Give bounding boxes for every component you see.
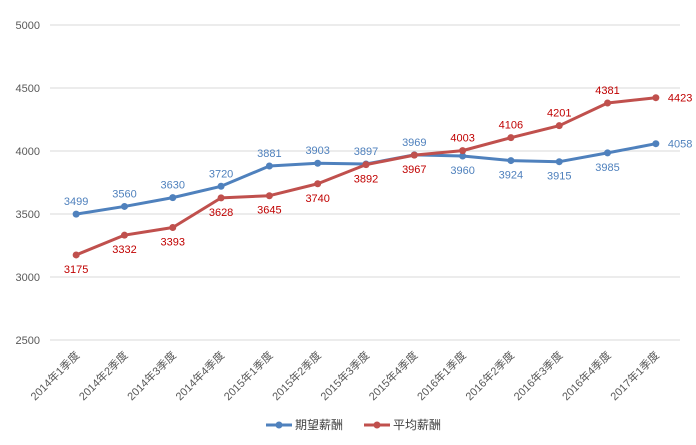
data-point — [72, 251, 80, 259]
data-point — [169, 194, 177, 202]
data-label: 3645 — [257, 205, 281, 217]
data-label: 4423 — [668, 93, 692, 105]
series-lines — [72, 94, 660, 259]
data-label: 3720 — [209, 168, 233, 180]
data-point — [265, 192, 273, 200]
y-tick-label: 4500 — [16, 83, 40, 95]
data-label: 3740 — [305, 193, 329, 205]
data-label: 4003 — [450, 133, 474, 145]
data-label: 3332 — [112, 244, 136, 256]
x-tick-label: 2016年2季度 — [462, 348, 517, 403]
legend-item: 平均薪酬 — [364, 418, 441, 432]
x-tick-label: 2015年1季度 — [221, 348, 276, 403]
x-tick-label: 2015年4季度 — [366, 348, 421, 403]
data-label: 3967 — [402, 164, 426, 176]
data-label: 4381 — [595, 85, 619, 97]
legend-label: 平均薪酬 — [393, 418, 441, 432]
data-point — [265, 162, 273, 170]
legend-item: 期望薪酬 — [266, 418, 343, 432]
data-label: 4106 — [499, 120, 523, 132]
data-point — [362, 161, 370, 169]
y-tick-label: 3000 — [16, 272, 40, 284]
data-label: 4201 — [547, 108, 571, 120]
data-label: 3960 — [450, 165, 474, 177]
data-label: 3881 — [257, 148, 281, 160]
data-label: 3560 — [112, 188, 136, 200]
data-point — [652, 94, 660, 102]
data-point — [217, 182, 225, 190]
data-point — [410, 151, 418, 159]
data-point — [169, 223, 177, 231]
x-axis-ticks: 2014年1季度2014年2季度2014年3季度2014年4季度2015年1季度… — [27, 348, 662, 403]
data-point — [652, 140, 660, 148]
x-tick-label: 2016年3季度 — [510, 348, 565, 403]
data-point — [217, 194, 225, 202]
data-point — [604, 99, 612, 107]
x-tick-label: 2015年2季度 — [269, 348, 324, 403]
data-label: 3628 — [209, 207, 233, 219]
y-tick-label: 4000 — [16, 146, 40, 158]
data-label: 3915 — [547, 171, 571, 183]
x-tick-label: 2016年4季度 — [559, 348, 614, 403]
x-tick-label: 2014年3季度 — [124, 348, 179, 403]
legend-marker — [275, 421, 283, 429]
data-label: 4058 — [668, 139, 692, 151]
data-label: 3499 — [64, 196, 88, 208]
data-point — [555, 158, 563, 166]
y-axis-ticks: 2500 3000 3500 4000 4500 5000 — [16, 20, 40, 347]
data-point — [72, 210, 80, 218]
legend-marker — [373, 421, 381, 429]
data-point — [314, 180, 322, 188]
x-tick-label: 2014年4季度 — [172, 348, 227, 403]
data-point — [314, 159, 322, 167]
data-point — [120, 231, 128, 239]
y-tick-label: 3500 — [16, 209, 40, 221]
y-tick-label: 5000 — [16, 20, 40, 32]
data-label: 3903 — [305, 145, 329, 157]
data-label: 3393 — [161, 236, 185, 248]
x-tick-label: 2016年1季度 — [414, 348, 469, 403]
data-label: 3924 — [499, 170, 523, 182]
data-point — [507, 134, 515, 142]
x-tick-label: 2015年3季度 — [317, 348, 372, 403]
data-point — [459, 152, 467, 160]
data-point — [507, 157, 515, 165]
legend: 期望薪酬 平均薪酬 — [266, 418, 441, 432]
data-labels: 3499 3560 3630 3720 3881 3903 3897 3969 3960 3924… — [64, 85, 692, 276]
data-label: 3897 — [354, 146, 378, 158]
data-label: 3892 — [354, 174, 378, 186]
x-tick-label: 2017年1季度 — [607, 348, 662, 403]
data-point — [120, 202, 128, 210]
data-label: 3985 — [595, 162, 619, 174]
gridlines — [50, 24, 680, 341]
data-point — [459, 147, 467, 155]
data-label: 3175 — [64, 264, 88, 276]
data-point — [555, 122, 563, 130]
y-tick-label: 2500 — [16, 335, 40, 347]
data-label: 3969 — [402, 137, 426, 149]
x-tick-label: 2014年2季度 — [76, 348, 131, 403]
data-point — [604, 149, 612, 157]
x-tick-label: 2014年1季度 — [27, 348, 82, 403]
legend-label: 期望薪酬 — [295, 418, 343, 432]
data-label: 3630 — [161, 180, 185, 192]
